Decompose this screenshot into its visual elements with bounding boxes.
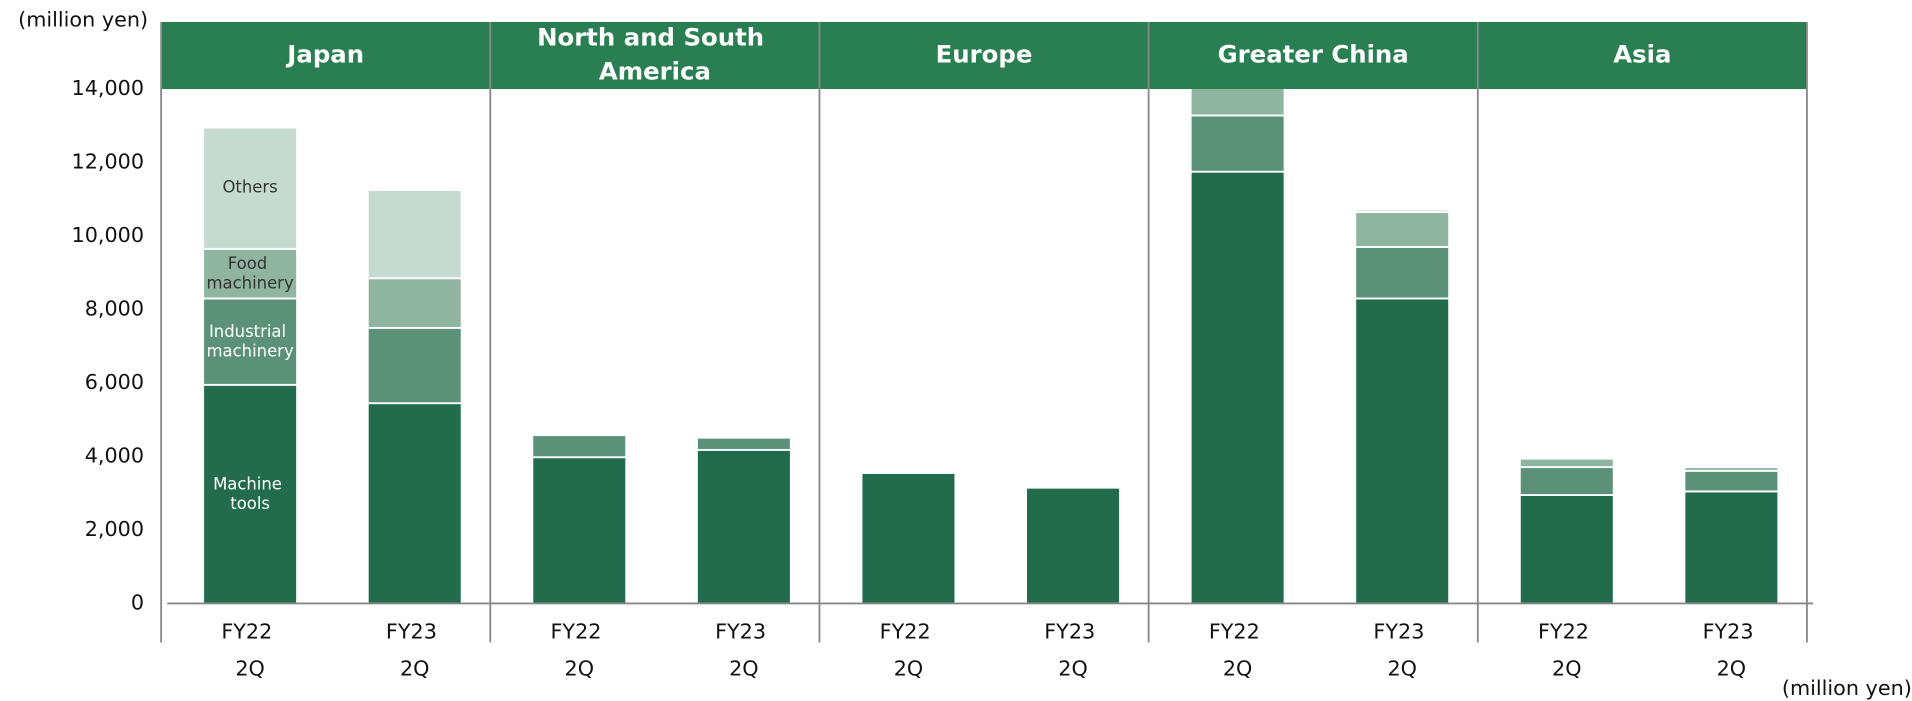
y-tick-label: 14,000	[72, 76, 145, 100]
y-tick-label: 10,000	[72, 223, 145, 247]
bar-segment	[202, 297, 298, 386]
group-header	[161, 21, 491, 89]
bar-segment	[1518, 466, 1615, 496]
segment-label: Industrial machinery	[207, 321, 294, 360]
group-label: Europe	[936, 39, 1033, 68]
bar-segment	[1189, 88, 1286, 117]
segment-label: Machine tools	[213, 474, 287, 513]
bar-segment	[1189, 170, 1286, 605]
x-tick-label: FY22 2Q	[1209, 620, 1267, 681]
x-tick-label: FY23 2Q	[1044, 620, 1102, 681]
bar-segment	[696, 436, 792, 451]
y-tick-label: 12,000	[72, 149, 145, 173]
group-label: Japan	[285, 39, 364, 68]
segment-label: Others	[222, 178, 277, 197]
bar-segment	[531, 456, 628, 605]
group-label: Greater China	[1218, 39, 1409, 68]
bar-segment	[1025, 486, 1121, 605]
y-tick-label: 2,000	[85, 517, 144, 541]
bar-segment	[1683, 469, 1780, 493]
bar-segment	[1683, 490, 1780, 605]
x-tick-label: FY22 2Q	[880, 620, 938, 681]
group-label: North and South America	[537, 22, 773, 85]
bar-segment	[202, 383, 298, 605]
unit-note: (million yen)	[1782, 676, 1912, 700]
bar-segment	[1354, 211, 1451, 248]
bar-segment	[202, 126, 298, 250]
group-header	[490, 21, 820, 89]
group-label: Asia	[1613, 39, 1671, 68]
bar-segment	[696, 448, 792, 605]
y-tick-label: 8,000	[85, 296, 144, 320]
group-header	[1477, 21, 1807, 89]
y-tick-label: 6,000	[85, 370, 144, 394]
group-header	[1148, 21, 1478, 89]
bar-segment	[531, 434, 628, 459]
bar-segment	[1354, 297, 1451, 605]
bar-segment	[366, 402, 463, 605]
bar-segment	[860, 472, 957, 605]
bar-segment	[1683, 466, 1780, 472]
y-tick-label: 0	[131, 590, 144, 614]
y-tick-label: 4,000	[85, 443, 144, 467]
bar-segment	[366, 326, 463, 405]
bar-segment	[1354, 246, 1451, 300]
y-unit: (million yen)	[18, 8, 148, 32]
segment-label: Food machinery	[207, 253, 294, 292]
bar-segment	[366, 189, 463, 280]
x-tick-label: FY23 2Q	[1373, 620, 1431, 681]
x-tick-label: FY22 2Q	[551, 620, 609, 681]
bars	[202, 88, 1780, 605]
bar-segment	[366, 277, 463, 329]
x-tick-label: FY22 2Q	[1538, 620, 1596, 681]
x-tick-label: FY22 2Q	[221, 620, 279, 681]
x-tick-label: FY23 2Q	[1703, 620, 1761, 681]
x-tick-label: FY23 2Q	[386, 620, 444, 681]
bar-segment	[1518, 494, 1615, 605]
bar-segment	[1354, 208, 1451, 214]
bar-segment	[1189, 114, 1286, 173]
bar-segment	[1518, 457, 1615, 469]
group-header	[819, 21, 1149, 89]
x-tick-label: FY23 2Q	[715, 620, 773, 681]
